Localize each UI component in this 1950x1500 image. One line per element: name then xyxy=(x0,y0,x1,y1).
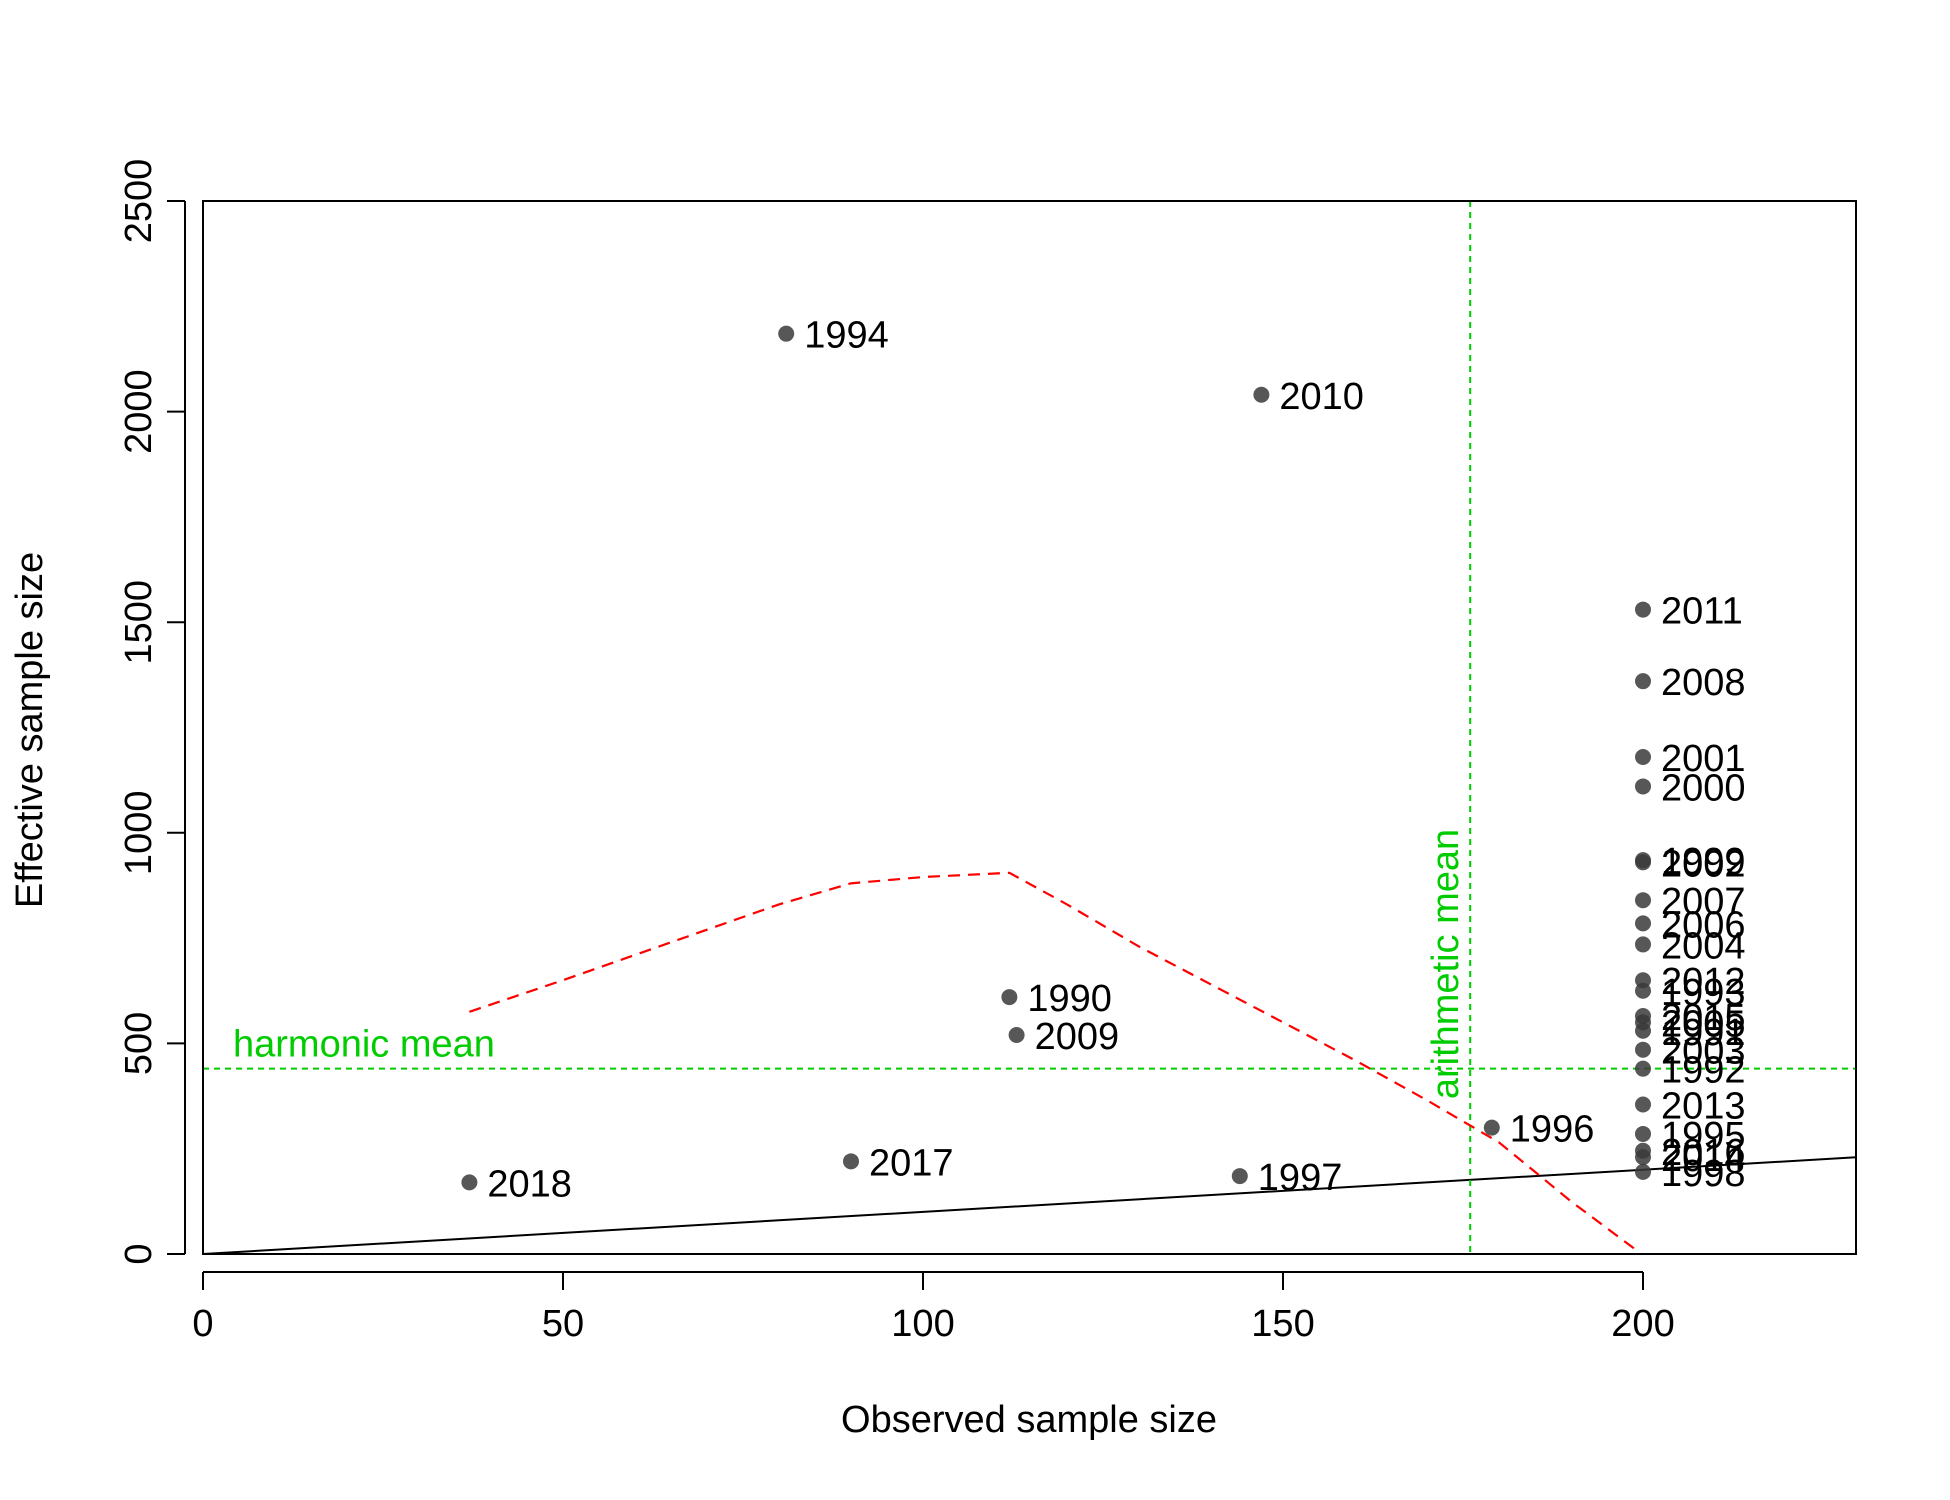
data-point-1998 xyxy=(1635,1163,1651,1180)
x-axis-title: Observed sample size xyxy=(841,1399,1217,1441)
point-label-2016: 2016 xyxy=(1661,1132,1746,1174)
point-label-2005: 2005 xyxy=(1661,1003,1746,1045)
data-point-1996 xyxy=(1483,1119,1500,1136)
point-label-1995: 1995 xyxy=(1661,1115,1746,1157)
y-tick-label-0: 0 xyxy=(118,1243,160,1264)
y-tick-label-2500: 2500 xyxy=(118,159,160,244)
x-tick-label-50: 50 xyxy=(542,1303,584,1345)
data-point-2002 xyxy=(1635,854,1651,871)
point-label-2001: 2001 xyxy=(1661,738,1746,780)
data-point-2003 xyxy=(1635,1041,1651,1058)
data-point-1993 xyxy=(1635,982,1651,999)
data-point-2009 xyxy=(1008,1026,1025,1043)
data-point-2010 xyxy=(1253,386,1270,403)
data-point-1995 xyxy=(1635,1125,1651,1142)
x-tick-label-0: 0 xyxy=(192,1303,213,1345)
point-label-2002: 2002 xyxy=(1661,843,1746,885)
point-label-1990: 1990 xyxy=(1027,978,1112,1020)
data-point-1991 xyxy=(1635,1022,1651,1039)
point-label-1994: 1994 xyxy=(804,315,889,357)
point-label-2017: 2017 xyxy=(869,1142,954,1184)
data-point-2018 xyxy=(461,1174,478,1191)
point-label-2000: 2000 xyxy=(1661,767,1746,809)
point-label-2018: 2018 xyxy=(487,1163,572,1205)
harmonic-mean-label: harmonic mean xyxy=(233,1024,495,1066)
data-point-2011 xyxy=(1635,601,1651,618)
point-label-2010: 2010 xyxy=(1279,376,1364,418)
point-label-2012: 2012 xyxy=(1661,961,1746,1003)
one-to-one-line xyxy=(203,1156,1856,1254)
data-point-2007 xyxy=(1635,892,1651,909)
point-label-1992: 1992 xyxy=(1661,1050,1746,1092)
plot-frame xyxy=(202,200,1857,1255)
data-point-1997 xyxy=(1231,1168,1248,1185)
point-label-2013: 2013 xyxy=(1661,1085,1746,1127)
y-tick-label-1500: 1500 xyxy=(118,580,160,665)
data-point-1992 xyxy=(1635,1060,1651,1077)
point-label-1998: 1998 xyxy=(1661,1153,1746,1195)
plot-layer: harmonic mean arithmetic mean 1994 2010 2011… xyxy=(203,201,1856,1254)
point-label-1991: 1991 xyxy=(1661,1012,1746,1054)
arithmetic-mean-label: arithmetic mean xyxy=(1425,829,1467,1099)
point-label-2007: 2007 xyxy=(1661,881,1746,923)
point-label-1999: 1999 xyxy=(1661,841,1746,883)
point-label-2009: 2009 xyxy=(1035,1016,1120,1058)
smooth-line xyxy=(469,871,1637,1251)
point-label-2011: 2011 xyxy=(1661,591,1743,633)
point-label-2004: 2004 xyxy=(1661,925,1746,967)
point-label-2014: 2014 xyxy=(1661,1138,1746,1180)
point-label-2015: 2015 xyxy=(1661,997,1746,1039)
point-label-2006: 2006 xyxy=(1661,904,1746,946)
data-point-2017 xyxy=(843,1153,859,1170)
data-point-2004 xyxy=(1635,936,1651,953)
data-point-1990 xyxy=(1001,989,1018,1006)
y-tick-label-2000: 2000 xyxy=(118,369,160,454)
data-point-1994 xyxy=(778,325,795,342)
data-point-2008 xyxy=(1635,673,1651,690)
point-label-2003: 2003 xyxy=(1661,1031,1746,1073)
data-point-2000 xyxy=(1635,778,1651,795)
data-point-2014 xyxy=(1635,1149,1651,1166)
data-point-2006 xyxy=(1635,915,1651,932)
y-axis-title: Effective sample size xyxy=(9,552,51,908)
data-point-2001 xyxy=(1635,748,1651,765)
x-tick-label-100: 100 xyxy=(891,1303,954,1345)
y-tick-label-500: 500 xyxy=(118,1012,160,1075)
point-label-1997: 1997 xyxy=(1258,1157,1343,1199)
point-label-2008: 2008 xyxy=(1661,662,1746,704)
point-label-1996: 1996 xyxy=(1510,1109,1595,1151)
x-tick-label-150: 150 xyxy=(1251,1303,1314,1345)
data-point-2013 xyxy=(1635,1096,1651,1113)
x-tick-label-200: 200 xyxy=(1611,1303,1674,1345)
y-tick-label-1000: 1000 xyxy=(118,791,160,876)
point-label-1993: 1993 xyxy=(1661,972,1746,1014)
